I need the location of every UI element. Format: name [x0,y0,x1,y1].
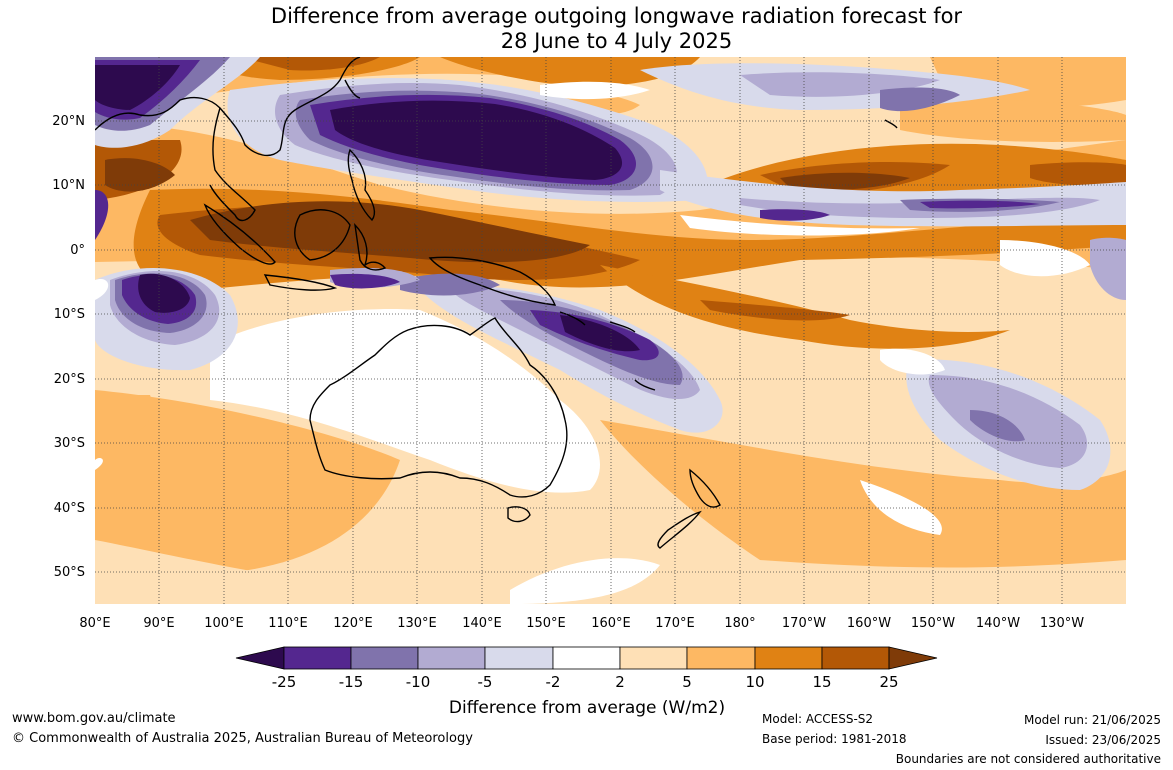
lat-label: 40°S [54,501,85,516]
disclaimer: Boundaries are not considered authoritat… [895,752,1161,766]
colorbar-swatch [686,646,756,670]
lon-label: 130°E [397,616,437,631]
colorbar [235,646,938,670]
colorbar-tick: 25 [879,673,898,691]
lon-label: 80°E [79,616,110,631]
colorbar-tick: -25 [272,673,297,691]
colorbar-swatch [552,646,621,670]
lon-label: 150°W [911,616,955,631]
lon-label: 160°W [847,616,891,631]
colorbar-swatch [888,646,938,670]
lon-label: 180° [724,616,755,631]
colorbar-swatch [417,646,486,670]
colorbar-swatch [350,646,419,670]
lat-label: 0° [70,243,85,258]
colorbar-ticks: -25 -15 -10 -5 -2 2 5 10 15 25 [272,673,899,691]
lon-label: 140°E [462,616,502,631]
colorbar-tick: -10 [406,673,431,691]
colorbar-tick: -2 [546,673,561,691]
colorbar-tick: -5 [478,673,493,691]
map-title: Difference from average outgoing longwav… [0,4,1173,54]
website-link[interactable]: www.bom.gov.au/climate [12,711,176,726]
title-line-2: 28 June to 4 July 2025 [500,29,733,53]
lon-label: 170°E [655,616,695,631]
colorbar-tick: 15 [812,673,831,691]
title-line-1: Difference from average outgoing longwav… [270,4,963,28]
colorbar-swatch [283,646,352,670]
lat-label: 10°N [52,178,85,193]
lat-label: 20°N [52,114,85,129]
lat-label: 50°S [54,565,85,580]
longitude-labels: 80°E 90°E 100°E 110°E 120°E 130°E 140°E … [79,616,1084,631]
colorbar-tick: 2 [615,673,625,691]
latitude-labels: 20°N 10°N 0° 10°S 20°S 30°S 40°S 50°S [52,114,85,580]
issued-date: Issued: 23/06/2025 [1045,733,1161,747]
colorbar-swatch [235,646,285,670]
lon-label: 160°E [591,616,631,631]
lon-label: 130°W [1040,616,1084,631]
lat-label: 30°S [54,436,85,451]
coastlines [95,57,898,549]
colorbar-tick: 5 [682,673,692,691]
colorbar-swatch [619,646,688,670]
lon-label: 120°E [333,616,373,631]
lon-label: 90°E [143,616,174,631]
lon-label: 140°W [976,616,1020,631]
lat-label: 10°S [54,307,85,322]
lon-label: 170°W [782,616,826,631]
model-run: Model run: 21/06/2025 [1023,713,1161,727]
colorbar-tick: 10 [745,673,764,691]
lon-label: 150°E [526,616,566,631]
lon-label: 100°E [204,616,244,631]
colorbar-swatch [484,646,554,670]
lat-label: 20°S [54,372,85,387]
colorbar-swatch [821,646,890,670]
anomaly-field [95,57,1126,604]
colorbar-label: Difference from average (W/m2) [449,698,725,718]
base-period: Base period: 1981-2018 [762,732,907,746]
copyright-text: © Commonwealth of Australia 2025, Austra… [12,731,473,746]
colorbar-swatch [754,646,823,670]
colorbar-tick: -15 [339,673,364,691]
model-name: Model: ACCESS-S2 [762,712,874,726]
lon-label: 110°E [268,616,308,631]
graticule [95,57,1126,604]
